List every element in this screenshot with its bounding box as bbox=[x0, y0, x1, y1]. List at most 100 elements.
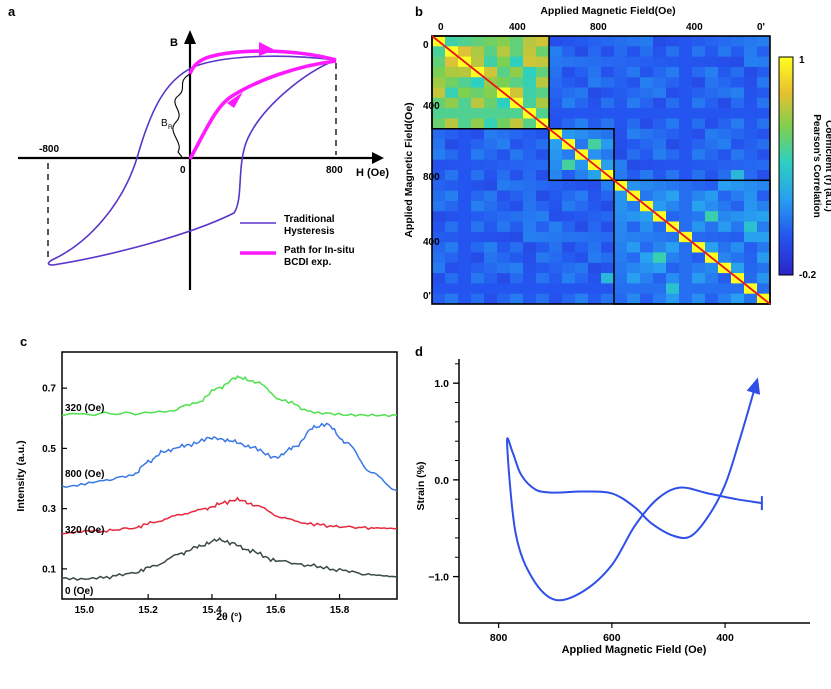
heatmap-cell bbox=[705, 273, 719, 284]
heatmap-cell bbox=[744, 128, 758, 140]
heatmap-cell bbox=[692, 66, 706, 78]
heatmap-cell bbox=[471, 149, 485, 161]
heatmap-cell bbox=[627, 56, 641, 68]
heatmap-cell bbox=[562, 170, 576, 181]
c-lines bbox=[61, 375, 398, 581]
heatmap-cell bbox=[445, 77, 459, 88]
heatmap-cell bbox=[588, 231, 602, 243]
heatmap-cell bbox=[432, 128, 446, 140]
heatmap-cell bbox=[653, 66, 667, 78]
heatmap-cell bbox=[458, 46, 472, 58]
heatmap-cell bbox=[445, 242, 459, 253]
heatmap-cell bbox=[432, 118, 446, 130]
heatmap-cell bbox=[692, 190, 706, 202]
heatmap-cell bbox=[731, 293, 745, 305]
heatmap-cell bbox=[614, 87, 628, 99]
b-top-tick-0: 0 bbox=[438, 22, 444, 33]
heatmap-cell bbox=[588, 170, 602, 181]
heatmap-cell bbox=[653, 262, 667, 274]
heatmap-cell bbox=[445, 87, 459, 99]
b-colorbar-label-1: Pearson's Correlation bbox=[811, 114, 822, 218]
heatmap-cell bbox=[692, 231, 706, 243]
heatmap-cell bbox=[627, 170, 641, 181]
heatmap-cell bbox=[718, 242, 732, 253]
heatmap-cell bbox=[562, 66, 576, 78]
heatmap-cell bbox=[692, 200, 706, 212]
heatmap-cell bbox=[523, 77, 537, 88]
heatmap-cell bbox=[731, 180, 745, 192]
heatmap-cell bbox=[497, 66, 511, 78]
heatmap-cell bbox=[445, 36, 459, 47]
heatmap-cell bbox=[666, 77, 680, 88]
heatmap-cell bbox=[666, 139, 680, 150]
heatmap-cell bbox=[640, 262, 654, 274]
heatmap-cell bbox=[445, 221, 459, 233]
heatmap-cell bbox=[640, 56, 654, 68]
heatmap-cell bbox=[432, 221, 446, 233]
heatmap-cell bbox=[445, 180, 459, 192]
heatmap-cell bbox=[627, 242, 641, 253]
d-y-label: Strain (%) bbox=[415, 461, 427, 510]
panel-c-xrd: 15.0 15.2 15.4 15.6 15.8 0.1 0.3 0.5 0.7 Intensi… bbox=[15, 351, 398, 623]
heatmap-cell bbox=[744, 211, 758, 222]
heatmap-cell bbox=[718, 97, 732, 109]
heatmap-cell bbox=[718, 231, 732, 243]
heatmap-cell bbox=[523, 139, 537, 150]
heatmap-cell bbox=[458, 242, 472, 253]
heatmap-cell bbox=[757, 118, 771, 130]
b-colorbar-max: 1 bbox=[799, 55, 805, 66]
heatmap-cell bbox=[666, 231, 680, 243]
heatmap-cell bbox=[484, 46, 498, 58]
heatmap-cell bbox=[627, 252, 641, 264]
heatmap-cell bbox=[718, 252, 732, 264]
heatmap-cell bbox=[601, 128, 615, 140]
heatmap-cell bbox=[653, 118, 667, 130]
heatmap-cell bbox=[510, 56, 524, 68]
heatmap-cell bbox=[536, 273, 550, 284]
heatmap-cell bbox=[757, 283, 771, 295]
heatmap-cell bbox=[614, 108, 628, 119]
heatmap-cell bbox=[718, 128, 732, 140]
heatmap-cell bbox=[705, 170, 719, 181]
c-x-tick-label: 15.0 bbox=[75, 605, 95, 616]
heatmap-cell bbox=[744, 221, 758, 233]
b-left-tick-400: 400 bbox=[423, 101, 440, 112]
heatmap-cell bbox=[575, 200, 589, 212]
heatmap-cell bbox=[588, 66, 602, 78]
heatmap-cell bbox=[601, 231, 615, 243]
heatmap-cell bbox=[614, 56, 628, 68]
heatmap-cell bbox=[549, 108, 563, 119]
heatmap-cell bbox=[549, 273, 563, 284]
heatmap-cell bbox=[549, 77, 563, 88]
c-x-label: 2θ (°) bbox=[216, 611, 242, 623]
heatmap-cell bbox=[627, 108, 641, 119]
heatmap-cell bbox=[614, 190, 628, 202]
heatmap-cell bbox=[575, 66, 589, 78]
b-top-tick-400: 400 bbox=[509, 22, 526, 33]
heatmap-cell bbox=[692, 170, 706, 181]
heatmap-cell bbox=[731, 149, 745, 161]
heatmap-cell bbox=[627, 46, 641, 58]
heatmap-cell bbox=[744, 97, 758, 109]
heatmap-cell bbox=[666, 46, 680, 58]
heatmap-cell bbox=[510, 242, 524, 253]
xrd-series-line bbox=[61, 422, 398, 492]
heatmap-cell bbox=[653, 108, 667, 119]
heatmap-cell bbox=[666, 108, 680, 119]
heatmap-cell bbox=[588, 211, 602, 222]
heatmap-cell bbox=[575, 273, 589, 284]
panel-b-heatmap: Applied Magnetic Field(Oe) 0 400 800 400… bbox=[403, 5, 831, 305]
heatmap-cell bbox=[705, 139, 719, 150]
heatmap-cell bbox=[458, 36, 472, 47]
heatmap-cell bbox=[432, 293, 446, 305]
c-y-tick-label: 0.7 bbox=[42, 384, 56, 395]
heatmap-cell bbox=[627, 231, 641, 243]
heatmap-cell bbox=[705, 46, 719, 58]
heatmap-cell bbox=[536, 139, 550, 150]
heatmap-cell bbox=[718, 87, 732, 99]
heatmap-cell bbox=[432, 139, 446, 150]
heatmap-cell bbox=[692, 293, 706, 305]
heatmap-cell bbox=[510, 128, 524, 140]
heatmap-cell bbox=[575, 262, 589, 274]
heatmap-cell bbox=[679, 56, 693, 68]
